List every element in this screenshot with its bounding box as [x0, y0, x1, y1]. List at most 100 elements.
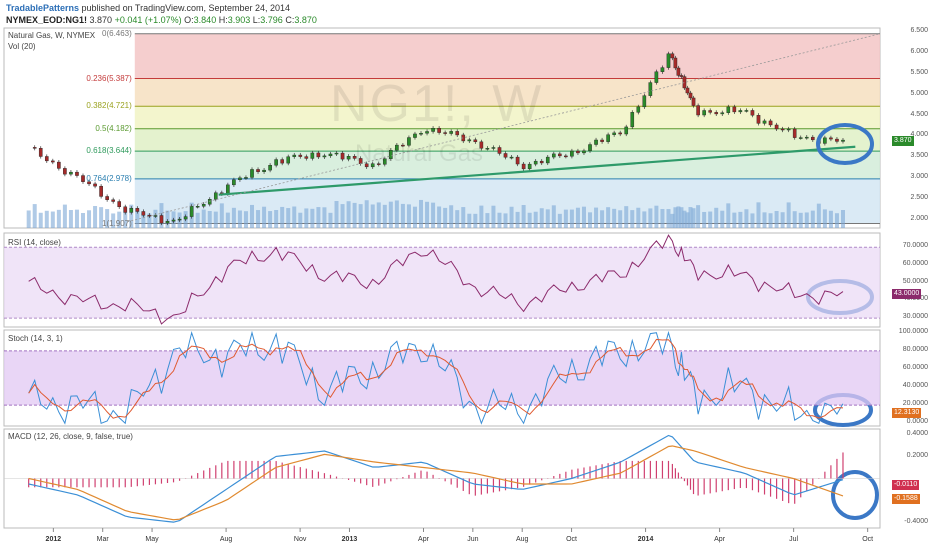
symbol-name[interactable]: NYMEX_EOD:NG1!: [6, 15, 88, 25]
volume-bar: [670, 213, 675, 228]
price-candle: [479, 141, 484, 149]
volume-bar: [93, 206, 98, 228]
volume-bar: [443, 207, 448, 228]
axis-tick-label: 30.0000: [902, 313, 928, 321]
publisher-link[interactable]: TradablePatterns: [6, 3, 80, 13]
price-candle: [670, 53, 675, 59]
price-candle: [382, 158, 387, 165]
volume-bar: [696, 205, 701, 228]
volume-bar: [714, 207, 719, 228]
time-axis-label: Apr: [418, 536, 429, 543]
price-candle: [449, 131, 453, 134]
volume-bar: [774, 210, 779, 228]
price-candle: [732, 106, 737, 113]
volume-bar: [135, 209, 140, 228]
main-pane-label: Natural Gas, W, NYMEX: [8, 31, 96, 40]
volume-bar: [834, 213, 839, 228]
price-candle: [473, 139, 478, 143]
axis-tick-label: 2.500: [910, 193, 928, 201]
volume-bar: [352, 202, 357, 228]
volume-bar: [382, 204, 387, 228]
price-candle: [762, 120, 767, 124]
volume-bar: [612, 208, 617, 228]
time-axis-label: Apr: [714, 536, 726, 543]
price-candle: [370, 163, 375, 168]
fib-zone: [134, 106, 881, 129]
price-candle: [75, 171, 79, 176]
price-candle: [310, 152, 315, 159]
volume-bar: [840, 210, 845, 228]
price-candle: [792, 128, 797, 138]
price-candle: [564, 155, 568, 158]
published-text: published on TradingView.com, September …: [81, 3, 291, 13]
price-candle: [612, 132, 616, 135]
price-candle: [804, 136, 809, 139]
price-candle: [407, 137, 411, 146]
volume-bar: [316, 207, 321, 228]
price-candle: [679, 75, 684, 77]
fib-label: 1(1.907): [102, 218, 132, 228]
price-candle: [696, 105, 700, 116]
axis-tick-label: 5.500: [910, 68, 928, 76]
price-candle: [81, 175, 85, 182]
price-candle: [189, 206, 194, 217]
price-candle: [768, 120, 773, 126]
volume-bar: [762, 212, 767, 228]
volume-bar: [575, 207, 580, 228]
price-candle: [497, 147, 502, 154]
volume-bar: [822, 209, 827, 228]
price-candle: [63, 168, 67, 175]
axis-tick-label: 50.0000: [902, 277, 928, 285]
volume-bar: [732, 212, 737, 228]
time-axis-label: Aug: [219, 536, 233, 543]
volume-bar: [744, 209, 749, 228]
volume-bar: [804, 212, 809, 228]
volume-bar: [467, 213, 472, 228]
axis-tick-label: 4.500: [910, 110, 928, 118]
volume-bar: [394, 200, 399, 228]
last-price-tag: 3.870: [892, 136, 914, 146]
price-candle: [576, 150, 580, 154]
price-candle: [135, 208, 140, 212]
volume-bar: [666, 209, 671, 228]
price-candle: [413, 133, 417, 138]
volume-bar: [364, 200, 369, 228]
price-candle: [811, 136, 815, 141]
volume-bar: [780, 212, 785, 228]
price-candle: [238, 177, 242, 181]
volume-bar: [406, 204, 411, 228]
watermark-name: Natural Gas: [355, 140, 484, 167]
price-candle: [691, 97, 696, 106]
volume-bar: [237, 210, 242, 228]
price-candle: [676, 67, 681, 76]
volume-bar: [702, 211, 707, 228]
volume-bar: [786, 202, 791, 228]
price-candle: [401, 144, 405, 147]
price-candle: [503, 153, 508, 158]
price-candle: [443, 132, 447, 134]
volume-bar: [412, 206, 417, 228]
volume-bar: [473, 213, 478, 228]
price-candle: [226, 184, 230, 195]
price-candle: [527, 163, 532, 170]
volume-bar: [533, 211, 538, 228]
price-candle: [720, 112, 725, 115]
price-candle: [660, 67, 665, 72]
volume-bar: [792, 211, 797, 228]
volume-bar: [569, 209, 574, 228]
volume-bar: [346, 201, 351, 228]
volume-bar: [545, 209, 550, 228]
volume-bar: [588, 212, 593, 228]
volume-bar: [340, 204, 345, 228]
high-value: 3.903: [227, 15, 251, 25]
axis-tick-label: 70.0000: [902, 242, 928, 250]
axis-tick-label: 80.0000: [902, 345, 928, 353]
fib-diagonal: [127, 33, 879, 223]
price-candle: [57, 161, 61, 169]
axis-tick-label: 60.0000: [902, 259, 928, 267]
price-candle: [183, 216, 188, 220]
volume-bar: [660, 209, 665, 228]
price-candle: [521, 163, 526, 170]
volume-bar: [250, 204, 255, 228]
